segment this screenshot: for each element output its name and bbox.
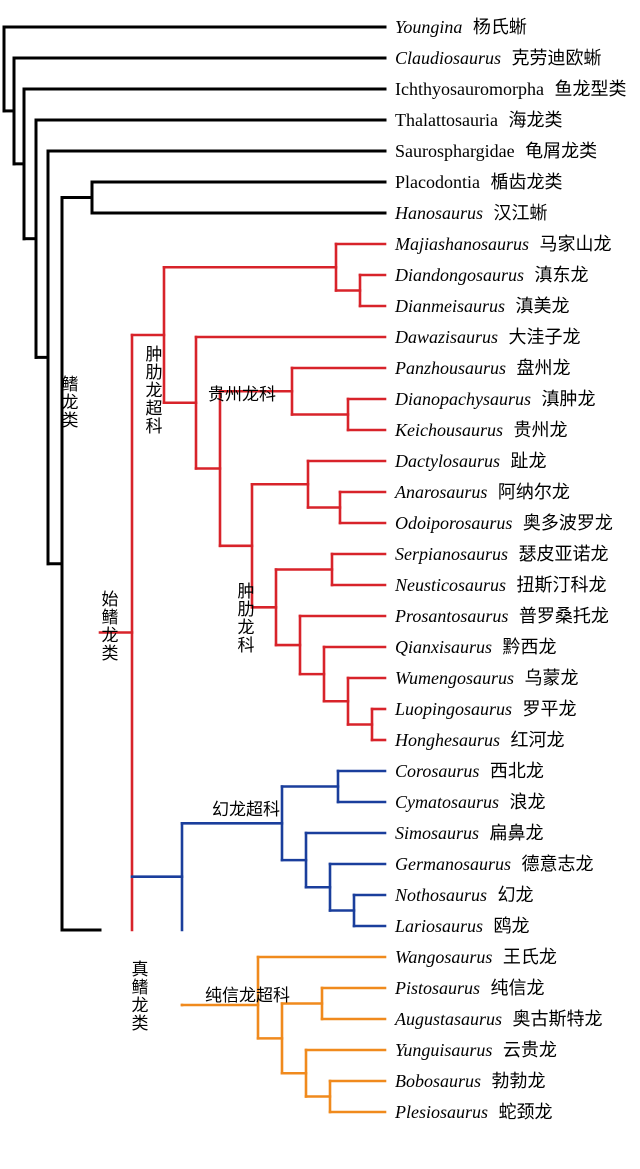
taxon-label: Plesiosaurus 蛇颈龙 (394, 1102, 553, 1122)
taxon-label: Claudiosaurus 克劳迪欧蜥 (395, 48, 602, 68)
taxon-label: Diandongosaurus 滇东龙 (394, 265, 589, 285)
taxon-label: Dactylosaurus 趾龙 (394, 451, 547, 471)
taxon-label: Dianopachysaurus 滇肿龙 (394, 389, 596, 409)
clade-label: 鳍龙类 (59, 375, 79, 429)
taxon-label: Luopingosaurus 罗平龙 (394, 699, 577, 719)
taxon-label: Placodontia 楯齿龙类 (395, 172, 562, 192)
taxon-label: Prosantosaurus 普罗桑托龙 (394, 606, 609, 626)
taxon-label: Dianmeisaurus 滇美龙 (394, 296, 570, 316)
taxon-label: Anarosaurus 阿纳尔龙 (394, 482, 570, 502)
taxon-label: Odoiporosaurus 奥多波罗龙 (395, 513, 613, 533)
taxon-label: Yunguisaurus 云贵龙 (395, 1040, 557, 1060)
taxon-label: Cymatosaurus 浪龙 (395, 792, 546, 812)
taxon-label: Augustasaurus 奥古斯特龙 (394, 1009, 603, 1029)
taxon-label: Wangosaurus 王氏龙 (395, 947, 557, 967)
clade-label: 纯信龙超科 (205, 986, 290, 1005)
clade-label: 肿肋龙超科 (143, 345, 163, 435)
clade-label: 肿肋龙科 (235, 582, 255, 654)
taxon-label: Panzhousaurus 盘州龙 (394, 358, 571, 378)
taxon-label: Ichthyosauromorpha 鱼龙型类 (395, 79, 626, 99)
taxon-label: Germanosaurus 德意志龙 (395, 854, 594, 874)
taxon-label: Majiashanosaurus 马家山龙 (394, 234, 612, 254)
taxon-label: Neusticosaurus 扭斯汀科龙 (394, 575, 607, 595)
clade-label: 始鳍龙类 (99, 590, 119, 662)
taxon-label: Nothosaurus 幻龙 (394, 885, 534, 905)
taxon-label: Keichousaurus 贵州龙 (394, 420, 568, 440)
taxon-label: Serpianosaurus 瑟皮亚诺龙 (395, 544, 609, 564)
taxon-label: Lariosaurus 鸥龙 (394, 916, 530, 936)
taxon-label: Simosaurus 扁鼻龙 (395, 823, 544, 843)
clade-label: 幻龙超科 (212, 800, 280, 819)
taxon-label: Bobosaurus 勃勃龙 (395, 1071, 546, 1091)
clade-label: 真鳍龙类 (129, 960, 149, 1032)
taxon-label: Qianxisaurus 黔西龙 (395, 637, 557, 657)
taxon-label: Pistosaurus 纯信龙 (394, 978, 545, 998)
clade-label: 贵州龙科 (208, 385, 276, 404)
taxon-label: Thalattosauria 海龙类 (395, 110, 562, 130)
taxon-label: Hanosaurus 汉江蜥 (394, 203, 548, 223)
taxon-label: Saurosphargidae 龟屑龙类 (395, 141, 597, 161)
taxon-label: Youngina 杨氏蜥 (395, 17, 527, 37)
taxon-label: Corosaurus 西北龙 (395, 761, 544, 781)
taxon-label: Honghesaurus 红河龙 (394, 730, 565, 750)
taxon-label: Dawazisaurus 大洼子龙 (394, 327, 581, 347)
taxon-label: Wumengosaurus 乌蒙龙 (395, 668, 579, 688)
